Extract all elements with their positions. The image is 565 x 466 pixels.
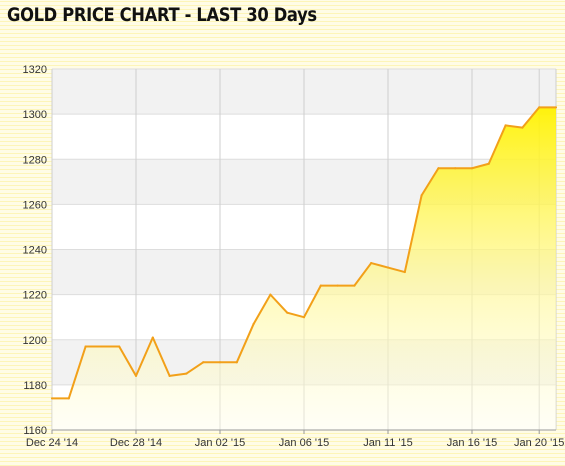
data-point (487, 162, 490, 165)
page-title: GOLD PRICE CHART - LAST 30 Days (7, 4, 317, 26)
area-fill (52, 107, 556, 431)
line-segment (471, 162, 490, 170)
data-point (185, 372, 188, 375)
data-point (84, 345, 87, 348)
data-point (269, 293, 272, 296)
x-axis: Dec 24 '14 Dec 28 '14 Jan 02 '15 Jan 06 '15… (26, 429, 564, 449)
line-segment (504, 124, 524, 129)
line-segment (135, 336, 154, 377)
data-point (336, 284, 339, 287)
data-point (252, 322, 255, 325)
y-tick-label: 1280 (23, 154, 47, 166)
data-point (420, 194, 423, 197)
data-point (521, 126, 524, 129)
y-tick-label: 1160 (23, 425, 47, 437)
data-point (219, 361, 221, 364)
y-tick-label: 1180 (23, 380, 47, 392)
price-line (51, 106, 557, 400)
line-segment (303, 284, 322, 319)
data-point (319, 284, 322, 287)
y-tick-label: 1300 (23, 109, 47, 121)
data-point (471, 167, 473, 170)
x-tick-label: Dec 24 '14 (26, 437, 78, 449)
y-axis: 1160 1180 1200 1220 1240 1260 1280 1300 1320 (23, 64, 47, 437)
x-tick-label: Jan 11 '15 (363, 437, 413, 449)
line-segment (403, 194, 423, 274)
x-tick-label: Jan 20 '15 (514, 437, 564, 449)
data-point (387, 266, 389, 269)
line-segment (118, 345, 137, 377)
data-point (101, 345, 104, 348)
line-segment (521, 106, 541, 129)
y-tick-label: 1200 (23, 335, 47, 347)
data-point (504, 124, 507, 127)
data-point (118, 345, 121, 348)
x-tick-label: Jan 06 '15 (279, 437, 329, 449)
y-tick-label: 1240 (23, 245, 47, 257)
data-point (303, 316, 305, 319)
line-segment (387, 266, 406, 274)
data-point (51, 397, 53, 400)
data-point (555, 106, 557, 109)
data-point (454, 167, 457, 170)
line-segment (370, 262, 389, 269)
data-point (168, 374, 171, 377)
area-polygon (52, 107, 556, 431)
data-point (151, 336, 154, 339)
data-point (67, 397, 70, 400)
data-point (370, 262, 373, 265)
x-tick-label: Jan 16 '15 (447, 437, 497, 449)
line-segment (151, 336, 171, 377)
line-segment (286, 311, 305, 319)
data-point (403, 271, 406, 274)
y-tick-label: 1220 (23, 290, 47, 302)
data-point (202, 361, 205, 364)
line-segment (185, 361, 205, 375)
x-tick-label: Dec 28 '14 (110, 437, 162, 449)
line-segment (235, 322, 255, 364)
line-segment (353, 262, 373, 287)
data-point (135, 374, 137, 377)
y-tick-label: 1260 (23, 199, 47, 211)
data-point (437, 167, 440, 170)
line-segment (420, 167, 440, 197)
y-tick-label: 1320 (23, 64, 47, 76)
data-point (286, 311, 289, 314)
line-segment (269, 293, 289, 314)
x-tick-label: Jan 02 '15 (195, 437, 245, 449)
line-segment (487, 124, 507, 165)
data-point (235, 361, 238, 364)
line-segment (168, 372, 188, 377)
data-point (538, 106, 541, 109)
line-segment (67, 345, 87, 400)
line-segment (252, 293, 272, 325)
data-point (353, 284, 356, 287)
